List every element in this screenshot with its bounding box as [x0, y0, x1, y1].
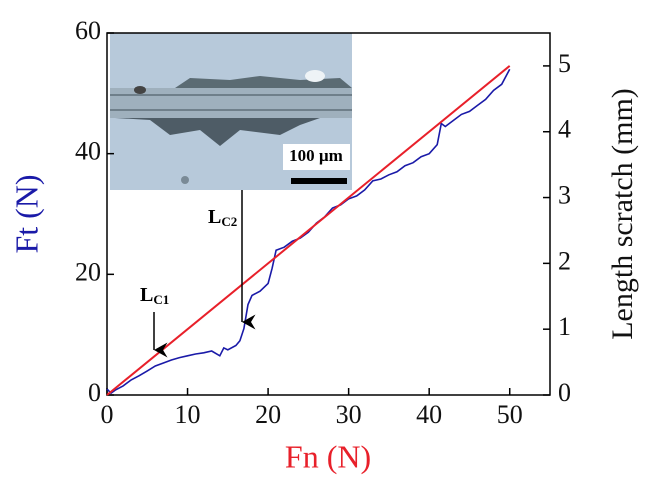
- x-tick-label: 20: [255, 400, 281, 429]
- series-line: [106, 65, 511, 396]
- y2-tick-label: 2: [558, 246, 571, 275]
- y2-tick-label: 0: [558, 378, 571, 407]
- y-axis-label: Ft (N): [8, 174, 44, 253]
- y-tick-label: 0: [88, 378, 101, 407]
- annotation: LC2: [208, 206, 237, 229]
- scale-label: 100 µm: [289, 146, 343, 165]
- annotation: LC1: [140, 284, 169, 307]
- plot-frame: [106, 32, 551, 396]
- y2-tick-label: 5: [558, 49, 571, 78]
- y2-axis-label: Length scratch (mm): [606, 88, 639, 340]
- annotation-sub: C2: [221, 214, 237, 229]
- annotation-sub: C1: [153, 292, 169, 307]
- y-tick-label: 60: [75, 16, 101, 45]
- annotation-text: L: [208, 206, 221, 228]
- y-tick-label: 20: [75, 257, 101, 286]
- x-tick-label: 50: [497, 400, 523, 429]
- y2-tick-label: 3: [558, 181, 571, 210]
- y-tick-label: 40: [75, 137, 101, 166]
- x-tick-label: 40: [416, 400, 442, 429]
- x-tick-label: 30: [336, 400, 362, 429]
- inset: 100 µm: [110, 33, 352, 190]
- y2-tick-label: 1: [558, 312, 571, 341]
- series-line: [106, 68, 511, 395]
- x-tick-label: 10: [175, 400, 201, 429]
- x-axis-label: Fn (N): [285, 438, 371, 474]
- x-tick-label: 0: [101, 400, 114, 429]
- y2-tick-label: 4: [558, 115, 571, 144]
- annotation-text: L: [140, 284, 153, 306]
